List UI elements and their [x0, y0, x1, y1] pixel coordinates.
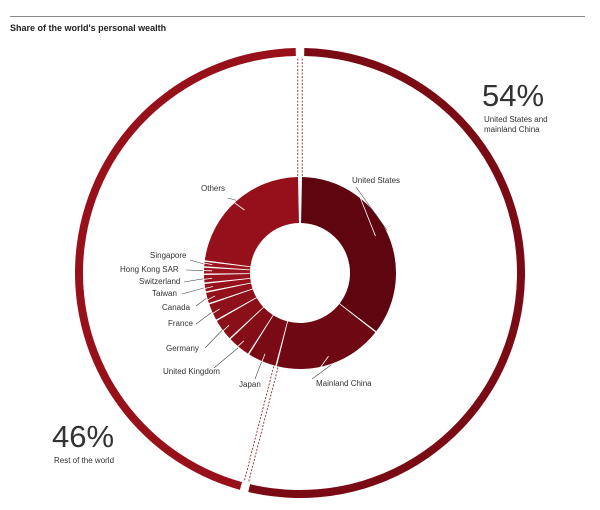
slice-label-united-states: United States — [352, 176, 400, 185]
leader-line-others — [227, 197, 236, 201]
slice-label-mainland-china: Mainland China — [316, 379, 372, 388]
outer-pct-label-rest: 46% — [52, 419, 115, 454]
inner-slice-france — [209, 289, 257, 320]
slice-label-singapore: Singapore — [150, 251, 187, 260]
slice-label-hong-kong-sar: Hong Kong SAR — [120, 265, 179, 274]
inner-slice-mainland-china — [276, 303, 376, 369]
dashed-connector-lines — [243, 57, 303, 483]
inner-slice-hong-kong-sar — [204, 267, 251, 274]
inner-slice-taiwan — [204, 278, 251, 292]
inner-slice-japan — [249, 315, 288, 366]
leader-inner-united-states — [355, 186, 376, 237]
outer-caption-rest: Rest of the world — [54, 456, 115, 465]
chart-title: Share of the world's personal wealth — [10, 23, 167, 33]
inner-ring — [204, 177, 396, 369]
leader-inner-mainland-china — [311, 356, 329, 380]
leader-inner-others — [227, 197, 245, 211]
slice-label-germany: Germany — [166, 344, 199, 353]
outer-pct-label-us-china: 54% — [482, 78, 545, 113]
slice-labels: United States Mainland China Japan United K… — [120, 176, 400, 389]
leader-line-germany — [204, 330, 223, 349]
leader-lines — [181, 186, 388, 380]
slice-label-france: France — [168, 319, 193, 328]
slice-label-others: Others — [201, 184, 225, 193]
leader-line-france — [195, 312, 212, 325]
outer-caption-us-china: United States and mainland China — [484, 115, 548, 134]
inner-slice-united-kingdom — [230, 307, 273, 354]
leader-line-singapore — [189, 259, 204, 265]
inner-slice-singapore — [204, 261, 251, 270]
inner-slice-germany — [216, 297, 264, 339]
leader-line-taiwan — [181, 287, 205, 295]
leader-line-mainland-china — [311, 364, 332, 380]
slice-label-japan: Japan — [239, 380, 261, 389]
slice-label-united-kingdom: United Kingdom — [163, 367, 220, 376]
leader-line-japan — [254, 361, 262, 380]
slice-label-switzerland: Switzerland — [139, 277, 180, 286]
inner-slice-others — [204, 177, 299, 267]
leader-line-switzerland — [183, 278, 204, 283]
leader-line-united-states — [355, 186, 388, 231]
slice-label-canada: Canada — [162, 303, 191, 312]
slice-label-taiwan: Taiwan — [152, 289, 177, 298]
leader-inner-canada — [195, 295, 216, 307]
leader-line-hong-kong-sar — [185, 269, 204, 271]
top-divider — [10, 16, 585, 17]
leader-inner-france — [195, 308, 220, 325]
dashed-connector-1-1 — [243, 366, 275, 482]
leader-line-canada — [195, 298, 207, 307]
inner-slice-united-states — [301, 177, 396, 332]
inner-slice-canada — [206, 283, 253, 304]
leader-line-united-kingdom — [213, 347, 239, 369]
dashed-connector-1-0 — [248, 367, 279, 483]
inner-slice-switzerland — [204, 274, 251, 283]
